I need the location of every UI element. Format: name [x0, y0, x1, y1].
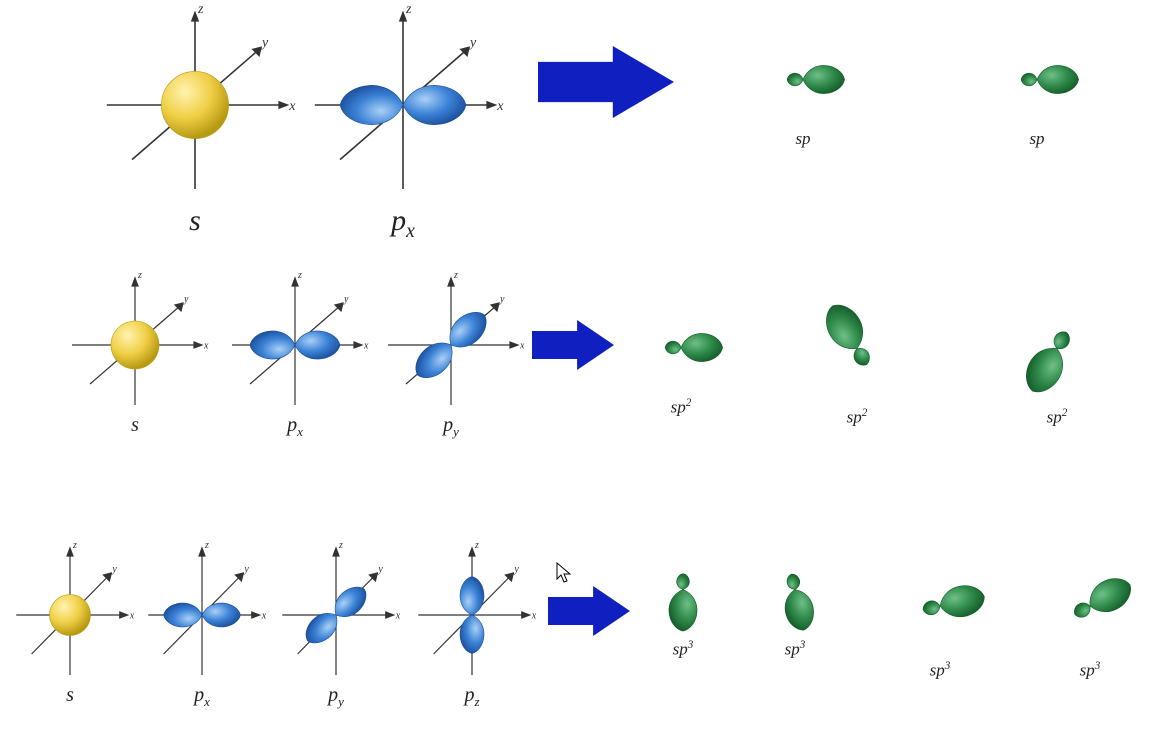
axis-label-y: y [111, 564, 117, 575]
orbital-s: xyzs [90, 0, 300, 210]
hybrid-label: sp [958, 129, 1116, 149]
orbital-label: px [220, 414, 370, 440]
arrow-icon [532, 320, 614, 370]
axis-label-z: z [137, 270, 142, 281]
orbital-label: py [376, 414, 526, 440]
orbital-py: xyzpy [376, 270, 526, 420]
orbital-px: xyzpx [298, 0, 508, 210]
axis-label-x: x [203, 341, 209, 352]
axis-label-y: y [260, 35, 269, 50]
axis-label-z: z [204, 540, 209, 551]
axis-label-x: x [129, 611, 134, 622]
hybrid-label: sp2 [616, 397, 746, 418]
hybrid-label: sp2 [992, 407, 1122, 428]
orbital-label: s [60, 414, 210, 437]
hybrid-orbital: sp3 [880, 552, 1000, 672]
hybrid-orbital: sp2 [992, 290, 1122, 420]
axis-label-z: z [297, 270, 302, 281]
hybrid-orbital: sp3 [628, 540, 738, 680]
orbital-label: py [272, 684, 400, 710]
hybrid-orbital: sp [724, 30, 882, 140]
orbital-py: xyzpy [272, 540, 400, 690]
orbital-s: xyzs [60, 270, 210, 420]
axis-label-y: y [377, 564, 383, 575]
hybrid-label: sp [724, 129, 882, 149]
axis-label-z: z [405, 2, 412, 17]
hybrid-label: sp3 [1030, 660, 1150, 681]
hybrid-label: sp3 [628, 639, 738, 660]
axis-label-z: z [72, 540, 77, 551]
hybrid-label: sp3 [740, 639, 850, 660]
hybrid-orbital: sp3 [740, 540, 850, 680]
arrow-icon [548, 586, 630, 636]
axis-label-x: x [363, 341, 369, 352]
orbital-label: px [298, 204, 508, 243]
arrow-icon [538, 46, 674, 118]
orbital-px: xyzpx [138, 540, 266, 690]
axis-label-x: x [531, 611, 536, 622]
axis-label-z: z [338, 540, 343, 551]
orbital-s: xyzs [6, 540, 134, 690]
hybrid-label: sp2 [792, 407, 922, 428]
axis-label-y: y [243, 564, 249, 575]
axis-label-z: z [474, 540, 479, 551]
axis-label-y: y [343, 294, 349, 305]
axis-label-y: y [513, 564, 519, 575]
orbital-px: xyzpx [220, 270, 370, 420]
axis-label-x: x [519, 341, 525, 352]
axis-label-y: y [468, 35, 477, 50]
orbital-label: s [90, 204, 300, 238]
axis-label-x: x [261, 611, 266, 622]
orbital-pz: xyzpz [408, 540, 536, 690]
hybrid-orbital: sp [958, 30, 1116, 140]
hybrid-label: sp3 [880, 660, 1000, 681]
axis-label-z: z [453, 270, 458, 281]
orbital-label: px [138, 684, 266, 710]
cursor-icon [556, 562, 572, 584]
hybrid-orbital: sp2 [616, 298, 746, 408]
hybrid-orbital: sp3 [1030, 552, 1150, 672]
axis-label-x: x [395, 611, 400, 622]
axis-label-z: z [197, 2, 204, 17]
axis-label-y: y [183, 294, 189, 305]
orbital-label: s [6, 684, 134, 707]
orbital-label: pz [408, 684, 536, 710]
axis-label-x: x [288, 99, 296, 114]
hybrid-orbital: sp2 [792, 290, 922, 440]
axis-label-y: y [499, 294, 505, 305]
axis-label-x: x [496, 99, 504, 114]
